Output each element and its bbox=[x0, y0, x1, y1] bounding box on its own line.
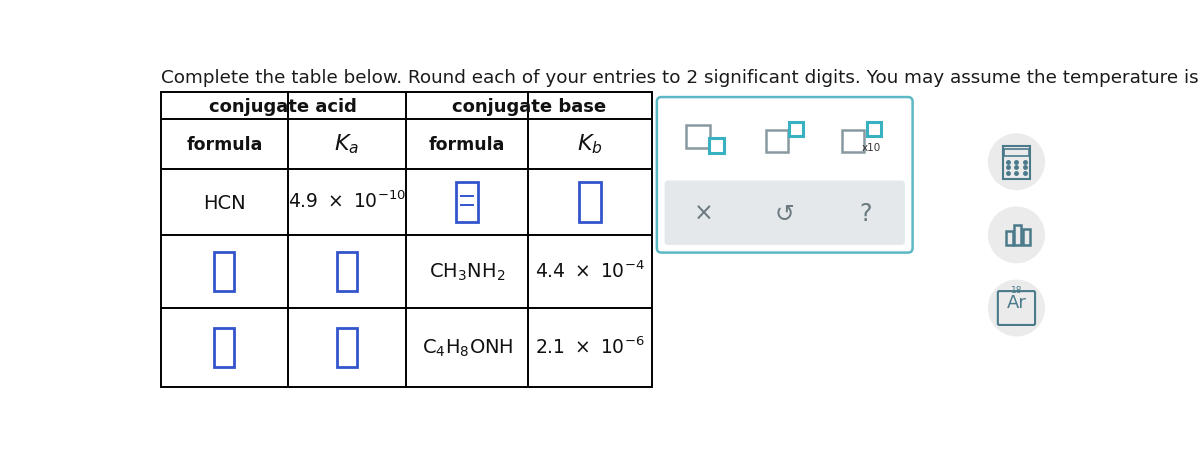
Text: conjugate base: conjugate base bbox=[452, 98, 606, 116]
Text: formula: formula bbox=[428, 136, 505, 154]
Text: ×: × bbox=[694, 201, 713, 225]
Circle shape bbox=[989, 208, 1044, 263]
Bar bbox=[766, 131, 788, 152]
FancyBboxPatch shape bbox=[656, 98, 913, 253]
Bar bbox=[1022, 230, 1030, 245]
Bar bbox=[161, 93, 653, 387]
Text: $K_b$: $K_b$ bbox=[577, 132, 604, 155]
Bar bbox=[1006, 231, 1013, 245]
Text: $4.4\ \times\ 10^{-4}$: $4.4\ \times\ 10^{-4}$ bbox=[535, 259, 646, 281]
Text: $\mathrm{CH_3NH_2}$: $\mathrm{CH_3NH_2}$ bbox=[428, 261, 505, 283]
Bar bbox=[456, 183, 478, 223]
Text: formula: formula bbox=[186, 136, 263, 154]
Bar bbox=[337, 253, 356, 291]
Bar bbox=[842, 131, 864, 152]
Bar bbox=[709, 139, 725, 154]
Bar bbox=[337, 329, 356, 367]
Circle shape bbox=[989, 281, 1044, 336]
Text: ↺: ↺ bbox=[775, 201, 794, 225]
Bar bbox=[1002, 147, 1031, 179]
Text: HCN: HCN bbox=[203, 193, 246, 212]
Text: Ar: Ar bbox=[1007, 293, 1026, 311]
Text: 18: 18 bbox=[1010, 286, 1022, 295]
Text: $4.9\ \times\ 10^{-10}$: $4.9\ \times\ 10^{-10}$ bbox=[288, 190, 406, 212]
Text: $\mathrm{C_4H_8ONH}$: $\mathrm{C_4H_8ONH}$ bbox=[421, 337, 512, 358]
Bar bbox=[215, 329, 234, 367]
Circle shape bbox=[989, 135, 1044, 190]
Text: ?: ? bbox=[860, 201, 872, 225]
Text: Complete the table below. Round each of your entries to 2 significant digits. Yo: Complete the table below. Round each of … bbox=[161, 69, 1200, 87]
Bar bbox=[1014, 226, 1021, 245]
Text: conjugate acid: conjugate acid bbox=[209, 98, 358, 116]
Text: x10: x10 bbox=[862, 143, 881, 153]
FancyBboxPatch shape bbox=[665, 181, 905, 245]
Bar bbox=[580, 183, 601, 223]
Text: $K_a$: $K_a$ bbox=[335, 132, 359, 155]
Bar bbox=[686, 126, 709, 149]
Text: $2.1\ \times\ 10^{-6}$: $2.1\ \times\ 10^{-6}$ bbox=[535, 336, 644, 357]
Bar bbox=[868, 123, 882, 137]
Bar bbox=[215, 253, 234, 291]
Bar bbox=[1004, 149, 1028, 157]
Bar bbox=[788, 123, 803, 137]
